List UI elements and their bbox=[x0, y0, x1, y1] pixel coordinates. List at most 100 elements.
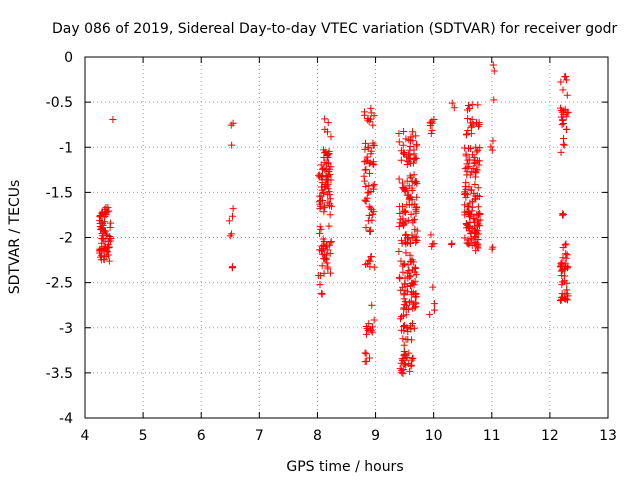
data-point bbox=[472, 239, 480, 247]
data-point bbox=[323, 259, 331, 267]
data-point bbox=[397, 156, 405, 164]
data-point bbox=[562, 72, 570, 80]
data-point bbox=[563, 286, 571, 294]
data-point bbox=[558, 121, 566, 129]
data-point bbox=[396, 209, 404, 217]
data-point bbox=[319, 245, 327, 253]
data-point bbox=[427, 129, 435, 137]
chart-title: Day 086 of 2019, Sidereal Day-to-day VTE… bbox=[52, 21, 618, 37]
data-point bbox=[474, 184, 482, 192]
data-point bbox=[557, 263, 565, 271]
data-point bbox=[319, 235, 327, 243]
data-point bbox=[326, 211, 334, 219]
data-point bbox=[404, 327, 412, 335]
data-point bbox=[361, 177, 369, 185]
data-point bbox=[228, 141, 236, 149]
data-point bbox=[428, 126, 436, 134]
y-tick-label: -2 bbox=[59, 231, 73, 247]
y-axis-label: SDTVAR / TECUs bbox=[7, 180, 23, 295]
data-point bbox=[102, 211, 110, 219]
data-point bbox=[101, 205, 109, 213]
data-point bbox=[407, 272, 415, 280]
data-point bbox=[327, 133, 335, 141]
data-point bbox=[362, 350, 370, 358]
data-point bbox=[470, 159, 478, 167]
data-point bbox=[562, 113, 570, 121]
data-point bbox=[466, 171, 474, 179]
data-point bbox=[412, 300, 420, 308]
data-point bbox=[324, 159, 332, 167]
data-point bbox=[406, 143, 414, 151]
data-point bbox=[327, 237, 335, 245]
data-point bbox=[228, 264, 236, 272]
data-point bbox=[557, 296, 565, 304]
data-point bbox=[367, 188, 375, 196]
data-point bbox=[488, 146, 496, 154]
data-point bbox=[560, 135, 568, 142]
data-point bbox=[320, 269, 328, 277]
data-point bbox=[360, 172, 368, 180]
data-point bbox=[400, 150, 408, 158]
data-point bbox=[408, 280, 416, 288]
data-point bbox=[319, 196, 327, 204]
x-tick-label: 11 bbox=[483, 428, 501, 444]
data-point bbox=[367, 147, 375, 155]
data-point bbox=[409, 258, 417, 266]
data-point bbox=[315, 271, 323, 279]
data-point bbox=[559, 140, 567, 148]
data-point bbox=[105, 207, 113, 215]
data-point bbox=[461, 201, 469, 209]
data-point bbox=[364, 144, 372, 152]
data-point bbox=[403, 323, 411, 331]
data-point bbox=[399, 322, 407, 330]
data-point bbox=[475, 192, 483, 200]
data-point bbox=[463, 164, 471, 172]
data-point bbox=[326, 249, 334, 257]
data-point bbox=[400, 128, 408, 136]
data-point bbox=[413, 204, 421, 212]
data-point bbox=[468, 242, 476, 250]
data-point bbox=[402, 249, 410, 257]
data-point bbox=[466, 104, 474, 112]
data-point bbox=[324, 191, 332, 199]
data-point bbox=[401, 207, 409, 215]
data-point bbox=[465, 183, 473, 191]
data-point bbox=[411, 225, 419, 233]
data-point bbox=[465, 162, 473, 170]
data-point bbox=[450, 104, 458, 112]
data-point bbox=[402, 240, 410, 248]
data-point bbox=[402, 335, 410, 343]
data-point bbox=[400, 360, 408, 368]
data-point bbox=[405, 196, 413, 204]
data-point bbox=[403, 201, 411, 209]
data-point bbox=[403, 234, 411, 242]
data-point bbox=[473, 240, 481, 248]
data-point bbox=[464, 126, 472, 134]
data-point bbox=[403, 354, 411, 362]
data-point bbox=[405, 349, 413, 357]
data-point bbox=[412, 271, 420, 279]
data-point bbox=[563, 91, 571, 99]
data-point bbox=[408, 266, 416, 274]
data-point bbox=[467, 130, 475, 138]
data-point bbox=[98, 218, 106, 226]
data-point bbox=[368, 301, 376, 309]
data-point bbox=[364, 260, 372, 268]
data-point bbox=[105, 257, 113, 265]
data-point bbox=[366, 169, 374, 177]
data-point bbox=[406, 146, 414, 154]
data-point bbox=[399, 268, 407, 276]
data-point bbox=[361, 139, 369, 147]
data-point bbox=[395, 175, 403, 183]
y-tick-labels: 0 -0.5 -1 -1.5 -2 -2.5 -3 -3.5 -4 bbox=[46, 50, 73, 427]
data-point bbox=[360, 108, 368, 116]
data-point bbox=[367, 204, 375, 212]
y-tick-label: -1.5 bbox=[46, 185, 73, 201]
data-point bbox=[475, 161, 483, 169]
data-point bbox=[412, 238, 420, 246]
data-point bbox=[426, 119, 434, 127]
x-tick-label: 13 bbox=[599, 428, 617, 444]
data-point bbox=[466, 119, 474, 127]
y-tick-label: -3 bbox=[59, 321, 73, 337]
